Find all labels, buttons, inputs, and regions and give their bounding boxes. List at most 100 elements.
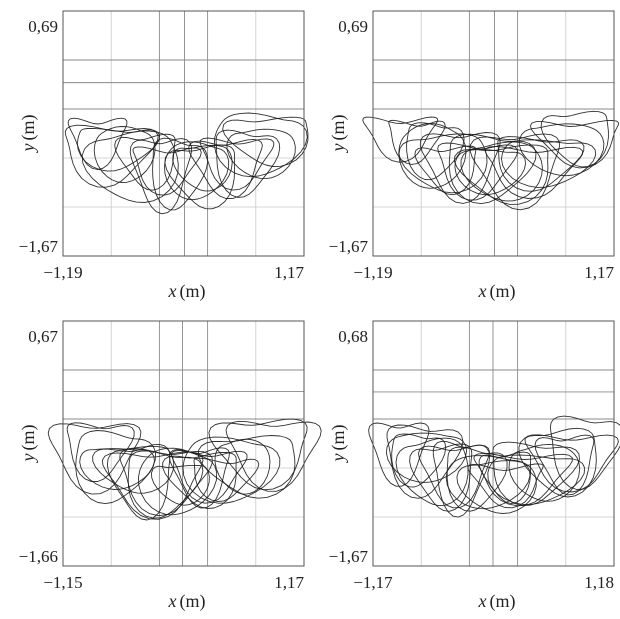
plot-svg: 0,69 −1,67 −1,19 1,17 x (m) y(m) (328, 10, 619, 302)
trajectory-loop (172, 144, 233, 192)
y-tick-min: −1,67 (19, 237, 59, 256)
plot-frame (62, 320, 305, 567)
y-tick-max: 0,69 (338, 17, 368, 36)
trajectory-loop (484, 145, 583, 199)
x-tick-max: 1,18 (584, 573, 614, 592)
trajectory-loop (492, 441, 580, 506)
x-axis-label: x (m) (168, 281, 206, 302)
trajectory-loop (469, 133, 560, 211)
trajectory-loop (162, 452, 237, 509)
y-tick-max: 0,68 (338, 327, 368, 346)
grid (63, 321, 304, 566)
trajectory-traces (47, 418, 322, 521)
plot-svg: 0,69 −1,67 −1,19 1,17 x (m) y(m) (18, 10, 309, 302)
trajectory-loop (473, 452, 573, 507)
grid (373, 321, 614, 566)
trajectory-loop (446, 446, 508, 512)
trajectory-loop (79, 448, 155, 490)
y-axis-label: y(m) (18, 115, 39, 154)
trajectory-loop (182, 436, 281, 504)
x-axis-label: x (m) (478, 281, 516, 302)
panel-top-left: 0,69 −1,67 −1,19 1,17 x (m) y(m) (0, 0, 310, 309)
x-axis-label: x (m) (478, 591, 516, 612)
x-tick-min: −1,19 (353, 263, 392, 282)
trajectory-loop (168, 447, 230, 509)
trajectory-loop (213, 112, 308, 178)
trajectory-loop (454, 149, 527, 196)
trajectory-loop (432, 440, 491, 518)
plot-frame (62, 10, 305, 257)
trajectory-loop (362, 116, 439, 163)
trajectory-loop (524, 434, 619, 493)
trajectory-loop (540, 110, 609, 168)
y-axis-label: y(m) (328, 425, 349, 464)
y-axis-label: y(m) (328, 115, 349, 154)
x-tick-max: 1,17 (584, 263, 614, 282)
x-tick-min: −1,15 (43, 573, 82, 592)
trajectory-loop (129, 138, 192, 215)
trajectory-loop (395, 437, 469, 507)
trajectory-loop (151, 464, 210, 506)
x-tick-max: 1,17 (274, 573, 304, 592)
panel-top-right: 0,69 −1,67 −1,19 1,17 x (m) y(m) (310, 0, 620, 309)
trajectory-loop (388, 119, 446, 165)
plot-frame (372, 10, 615, 257)
trajectory-loop (225, 420, 322, 492)
trajectory-loop (467, 463, 544, 509)
y-tick-min: −1,66 (19, 547, 58, 566)
y-tick-max: 0,69 (28, 17, 58, 36)
trajectory-loop (534, 434, 595, 496)
x-tick-min: −1,19 (43, 263, 82, 282)
trajectory-loop (214, 438, 271, 495)
trajectory-loop (529, 119, 619, 169)
y-tick-min: −1,67 (329, 547, 369, 566)
y-tick-min: −1,67 (329, 237, 369, 256)
trajectory-loop (368, 422, 430, 487)
trajectory-loop (66, 422, 135, 483)
x-tick-max: 1,17 (274, 263, 304, 282)
trajectory-loop (497, 136, 585, 192)
trajectory-loop (406, 122, 465, 181)
trajectory-loop (164, 144, 235, 210)
trajectory-traces (64, 112, 309, 215)
trajectory-loop (419, 132, 501, 204)
trajectory-loop (81, 130, 179, 203)
trajectory-loop (386, 424, 464, 499)
plot-svg: 0,68 −1,67 −1,17 1,18 x (m) y(m) (328, 320, 620, 612)
trajectory-loop (75, 430, 156, 505)
trajectory-loop (508, 443, 581, 502)
trajectory-loop (199, 137, 275, 191)
trajectory-loop (215, 129, 281, 198)
trajectory-loop (501, 139, 597, 188)
trajectory-loop (478, 451, 532, 504)
trajectory-traces (368, 415, 620, 518)
trajectory-loop (127, 450, 204, 519)
trajectory-loop (549, 415, 620, 490)
trajectory-loop (193, 457, 260, 502)
trajectory-loop (454, 144, 549, 205)
trajectory-loop (198, 435, 296, 499)
plot-frame (372, 320, 615, 567)
trajectory-loop (76, 127, 161, 172)
trajectory-traces (362, 110, 619, 211)
x-tick-min: −1,17 (353, 573, 393, 592)
trajectory-loop (170, 449, 248, 504)
x-axis-label: x (m) (168, 591, 206, 612)
trajectory-loop (132, 146, 202, 196)
trajectory-loop (437, 142, 518, 201)
trajectory-loop (518, 427, 597, 498)
y-axis-label: y(m) (18, 425, 39, 464)
trajectory-loop (385, 432, 468, 483)
panel-bottom-left: 0,67 −1,66 −1,15 1,17 x (m) y(m) (0, 310, 322, 619)
panel-bottom-right: 0,68 −1,67 −1,17 1,18 x (m) y(m) (310, 310, 620, 619)
trajectory-loop (138, 447, 218, 516)
trajectory-loop (418, 444, 490, 509)
y-tick-max: 0,67 (28, 327, 58, 346)
grid (63, 11, 304, 256)
trajectory-loop (188, 138, 263, 200)
plot-svg: 0,67 −1,66 −1,15 1,17 x (m) y(m) (18, 320, 322, 612)
trajectory-loop (119, 448, 213, 517)
trajectory-loop (518, 123, 605, 177)
trajectory-loop (47, 423, 142, 495)
